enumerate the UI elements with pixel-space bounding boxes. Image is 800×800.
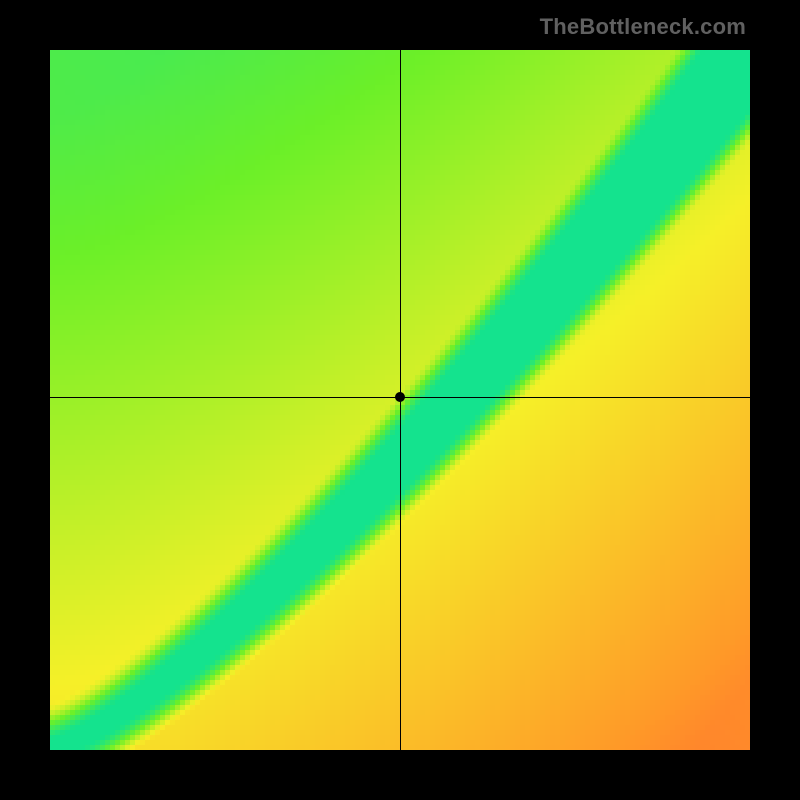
bottleneck-marker bbox=[395, 392, 405, 402]
heatmap-plot bbox=[50, 50, 750, 750]
watermark: TheBottleneck.com bbox=[540, 14, 746, 40]
